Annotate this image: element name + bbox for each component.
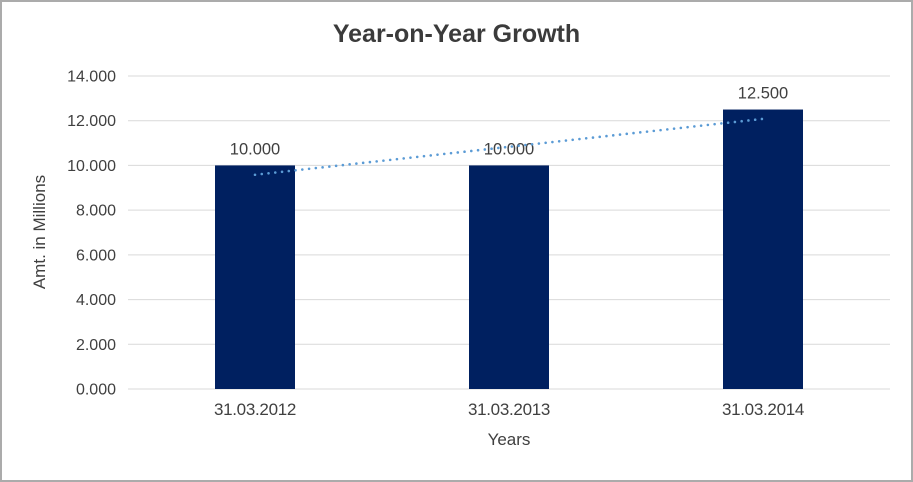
bar-value-label: 12.500 <box>738 85 788 103</box>
y-axis-title: Amt. in Millions <box>30 174 49 290</box>
bar-value-label: 10.000 <box>484 140 534 158</box>
y-tick-label: 8.000 <box>76 203 116 220</box>
bar <box>469 165 549 389</box>
y-tick-label: 4.000 <box>76 292 116 309</box>
y-tick-label: 12.000 <box>67 113 116 130</box>
x-axis-title: Years <box>487 430 531 449</box>
y-tick-label: 2.000 <box>76 337 116 354</box>
chart-title: Year-on-Year Growth <box>332 20 581 48</box>
bar <box>215 165 295 389</box>
bar <box>723 109 803 390</box>
y-tick-label: 10.000 <box>67 158 116 175</box>
x-category-label: 31.03.2013 <box>468 400 550 419</box>
y-tick-label: 0.000 <box>76 382 116 399</box>
y-tick-label: 14.000 <box>67 69 116 86</box>
x-category-label: 31.03.2012 <box>214 400 296 419</box>
x-category-label: 31.03.2014 <box>722 400 804 419</box>
y-tick-label: 6.000 <box>76 247 116 264</box>
bar-value-label: 10.000 <box>230 140 280 158</box>
